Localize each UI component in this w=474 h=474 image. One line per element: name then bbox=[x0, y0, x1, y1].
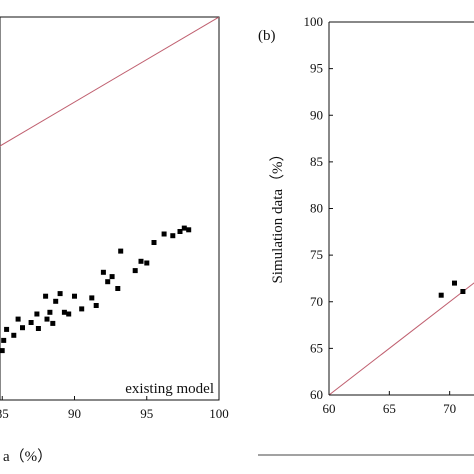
panelA-point-30 bbox=[89, 295, 95, 301]
panelA-point-35 bbox=[115, 286, 121, 291]
panelA-point-12 bbox=[1, 337, 7, 343]
panelA-x-tick-label-3: 100 bbox=[209, 406, 229, 421]
panelB-y-tick-label-6: 90 bbox=[310, 107, 323, 122]
panelB-y-tick-label-1: 65 bbox=[310, 340, 323, 355]
panelA-point-22 bbox=[47, 309, 53, 315]
panelA-point-45 bbox=[186, 227, 192, 233]
panel-a: existing model a（%） 85 90 95 100 bbox=[0, 16, 229, 465]
panelA-point-36 bbox=[118, 248, 124, 254]
panelA-point-31 bbox=[93, 303, 99, 308]
panelA-point-43 bbox=[177, 229, 183, 234]
panelB-y-tick-label-3: 75 bbox=[310, 247, 323, 262]
panelA-x-tick-label-0: 85 bbox=[0, 406, 9, 421]
panelA-point-20 bbox=[43, 293, 49, 299]
panelA-point-23 bbox=[50, 320, 56, 326]
panel-a-x-axis-label: a（%） bbox=[3, 448, 52, 465]
panelA-point-15 bbox=[15, 316, 21, 322]
panelA-point-11 bbox=[0, 348, 5, 354]
panelB-x-tick-label-1: 65 bbox=[383, 401, 396, 416]
panelB-y-tick-label-2: 70 bbox=[310, 294, 323, 309]
panelB-y-tick-label-8: 100 bbox=[304, 14, 324, 29]
panelA-point-42 bbox=[170, 233, 176, 239]
panelA-point-13 bbox=[4, 326, 10, 332]
panelA-reference-line bbox=[0, 17, 219, 147]
panelA-x-tick-label-2: 95 bbox=[140, 406, 153, 421]
panelA-point-39 bbox=[144, 260, 150, 266]
panelB-y-tick-label-7: 95 bbox=[310, 61, 323, 76]
panelA-point-14 bbox=[11, 332, 17, 338]
panelB-y-tick-label-0: 60 bbox=[310, 387, 323, 402]
panelA-point-38 bbox=[138, 258, 144, 264]
panelA-point-44 bbox=[181, 225, 187, 231]
panelA-point-27 bbox=[66, 311, 72, 317]
panelA-point-17 bbox=[28, 320, 34, 325]
panelA-point-41 bbox=[161, 231, 167, 237]
panel-b-label: (b) bbox=[258, 28, 276, 44]
panel-a-plot-frame bbox=[0, 16, 220, 401]
panelB-point-2 bbox=[460, 289, 466, 294]
panelA-point-25 bbox=[57, 291, 63, 297]
panelA-point-34 bbox=[109, 274, 115, 280]
panelA-point-26 bbox=[61, 309, 67, 315]
panelA-point-33 bbox=[105, 279, 111, 285]
panelB-y-tick-label-5: 85 bbox=[310, 154, 323, 169]
panelA-point-21 bbox=[44, 316, 50, 322]
panelA-point-18 bbox=[34, 311, 40, 317]
panelB-y-tick-label-4: 80 bbox=[310, 201, 323, 216]
panelA-point-16 bbox=[20, 325, 25, 331]
panel-b-y-axis-label: Simulation data（%） bbox=[269, 146, 286, 283]
panelB-point-1 bbox=[452, 280, 457, 286]
panelB-x-tick-label-2: 70 bbox=[443, 401, 456, 416]
panelB-x-tick-label-0: 60 bbox=[323, 401, 336, 416]
panelA-point-19 bbox=[35, 326, 41, 331]
panelA-point-28 bbox=[72, 293, 77, 299]
panelA-point-24 bbox=[53, 298, 59, 304]
panelA-point-29 bbox=[79, 306, 85, 312]
panelA-point-40 bbox=[151, 240, 157, 245]
panelA-point-32 bbox=[100, 269, 106, 275]
panelA-point-37 bbox=[132, 268, 138, 274]
panelA-x-tick-label-1: 90 bbox=[68, 406, 81, 421]
panelB-reference-line bbox=[329, 282, 474, 395]
panel-b: (b) Simulation data（%） 60 65 70 60 65 70 75 80 8… bbox=[258, 14, 474, 416]
panelB-point-0 bbox=[438, 292, 444, 298]
panel-a-annotation: existing model bbox=[125, 381, 214, 397]
